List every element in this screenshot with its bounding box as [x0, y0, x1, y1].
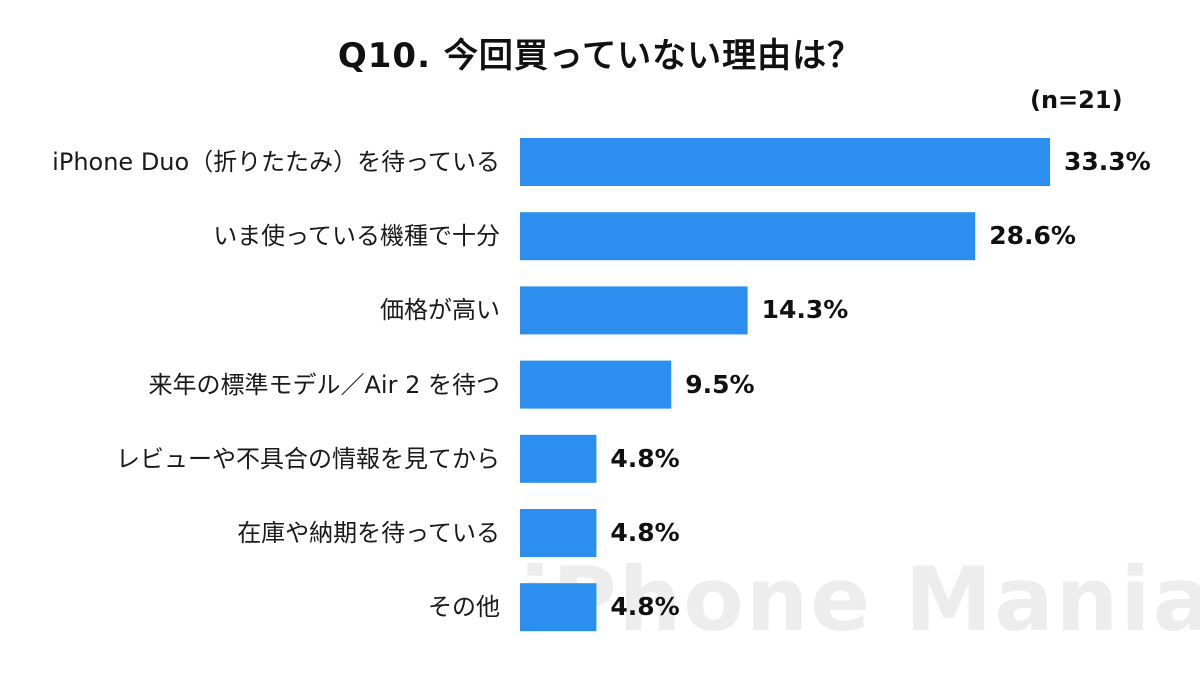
category-label-5: 在庫や納期を待っている [237, 519, 500, 547]
category-label-6: その他 [428, 593, 500, 622]
value-label-4: 4.8% [610, 443, 680, 473]
value-label-5: 4.8% [610, 518, 680, 547]
bar-1 [520, 212, 976, 261]
value-label-1: 28.6% [989, 221, 1076, 251]
sample-size-label: (n=21) [1030, 86, 1123, 114]
bar-2 [520, 286, 748, 335]
bar-0 [520, 138, 1050, 186]
watermark: iPhone Mania [520, 548, 1200, 651]
category-label-3: 来年の標準モデル／Air 2 を待つ [148, 370, 500, 399]
category-label-1: いま使っている機種で十分 [213, 222, 500, 251]
bar-6 [520, 583, 597, 632]
category-label-0: iPhone Duo（折りたたみ）を待っている [52, 148, 500, 176]
category-label-4: レビューや不具合の情報を見てから [116, 444, 500, 473]
bar-3 [520, 360, 672, 409]
bar-4 [520, 434, 597, 483]
value-label-6: 4.8% [610, 592, 680, 622]
chart-title: Q10. 今回買っていない理由は？ [337, 36, 863, 76]
value-label-0: 33.3% [1064, 147, 1151, 176]
value-label-2: 14.3% [761, 295, 849, 325]
category-label-2: 価格が高い [380, 296, 500, 325]
bar-5 [520, 509, 597, 557]
value-label-3: 9.5% [685, 369, 755, 399]
